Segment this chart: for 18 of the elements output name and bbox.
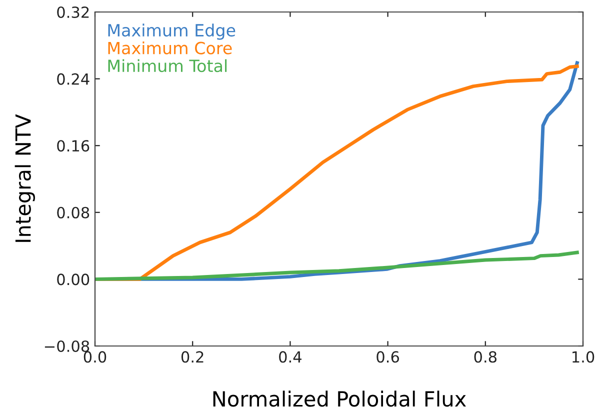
line-series: [95, 250, 579, 281]
x-tick-label: 0.8: [474, 351, 497, 363]
y-tick-label: 0.32: [57, 6, 89, 18]
x-tick-label: 0.4: [279, 351, 302, 363]
y-tick-label: 0.00: [57, 274, 90, 286]
text: Minimum Total: [108, 59, 227, 72]
y-tick-label: 0.24: [57, 73, 90, 85]
text: Maximum Core: [108, 41, 232, 54]
y-tick-label: 0.08: [57, 206, 90, 218]
text: Maximum Edge: [108, 24, 236, 40]
y-tick-label: 0.16: [57, 140, 90, 152]
y-tick-label: −0.08: [44, 340, 90, 352]
x-tick-label: 0.2: [181, 351, 204, 363]
x-tick-label: 0.0: [84, 351, 106, 363]
x-tick-label: 0.6: [376, 351, 399, 363]
y-axis-title: Integral NTV: [14, 114, 35, 242]
x-axis-title: Normalized Poloidal Flux: [213, 390, 466, 407]
x-tick-label: 1.0: [572, 351, 594, 363]
